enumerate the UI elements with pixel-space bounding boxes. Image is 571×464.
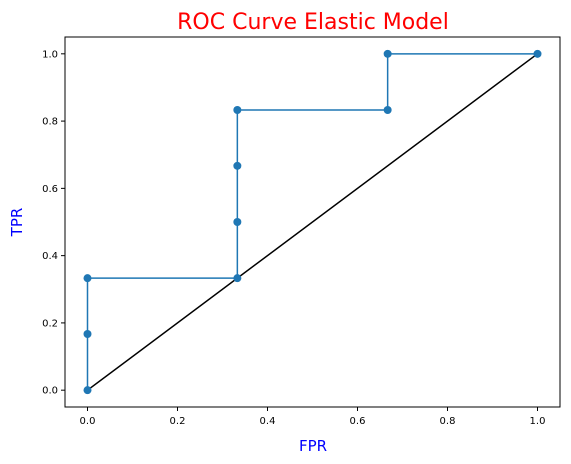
roc-point xyxy=(233,161,242,170)
plot-area xyxy=(64,36,561,408)
y-axis: 0.0 0.2 0.4 0.6 0.8 1.0 xyxy=(42,49,65,397)
x-tick-label: 0.6 xyxy=(350,416,366,427)
x-tick-label: 0.2 xyxy=(170,416,186,427)
x-tick-label: 0.0 xyxy=(80,416,96,427)
x-axis: 0.0 0.2 0.4 0.6 0.8 1.0 xyxy=(80,407,546,427)
diagonal-reference-line xyxy=(87,53,538,391)
axes-frame xyxy=(64,36,561,408)
roc-point xyxy=(533,49,542,58)
roc-point xyxy=(83,274,92,283)
y-tick-label: 0.4 xyxy=(42,251,58,262)
chart-title: ROC Curve Elastic Model xyxy=(177,10,449,35)
roc-curve-line xyxy=(86,53,538,391)
roc-point xyxy=(83,330,92,339)
roc-point xyxy=(233,105,242,114)
y-tick-label: 0.2 xyxy=(42,318,58,329)
x-axis-label: FPR xyxy=(299,437,327,455)
x-tick-label: 0.4 xyxy=(260,416,276,427)
x-tick-label: 0.8 xyxy=(440,416,456,427)
series-layer xyxy=(83,49,542,395)
roc-point xyxy=(83,386,92,395)
x-tick-label: 1.0 xyxy=(530,416,546,427)
y-tick-label: 1.0 xyxy=(42,49,58,60)
roc-point xyxy=(233,274,242,283)
y-tick-label: 0.8 xyxy=(42,117,58,128)
roc-point xyxy=(383,105,392,114)
roc-point xyxy=(383,49,392,58)
y-tick-label: 0.6 xyxy=(42,184,58,195)
y-tick-label: 0.0 xyxy=(42,386,58,397)
y-axis-label: TPR xyxy=(8,208,26,238)
roc-point xyxy=(233,218,242,226)
